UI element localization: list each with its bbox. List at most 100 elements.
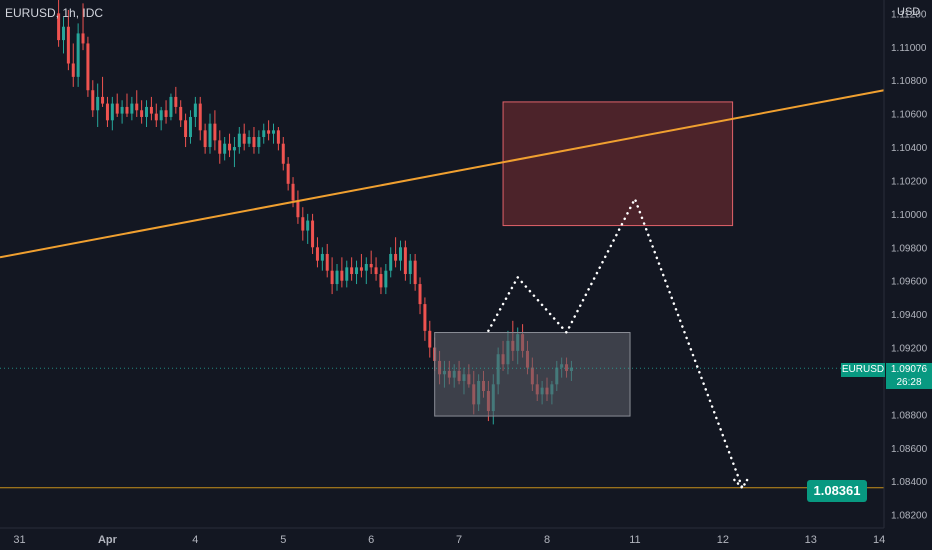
candle: [408, 253, 412, 285]
candle: [311, 213, 315, 254]
candle: [96, 83, 100, 127]
candle-body: [306, 220, 310, 231]
time-tick-label: 11: [629, 534, 640, 546]
candle-body: [257, 137, 261, 148]
candle-body: [203, 130, 207, 148]
candle-body: [276, 130, 280, 144]
candle-body: [247, 137, 251, 144]
target-price-label[interactable]: 1.08361: [807, 480, 867, 502]
candle: [267, 120, 271, 141]
candle: [115, 93, 119, 117]
time-tick-label: 5: [280, 534, 286, 546]
candle: [198, 96, 202, 141]
candle: [398, 240, 402, 271]
candle: [101, 76, 105, 107]
candle-body: [272, 130, 276, 134]
candle: [164, 100, 168, 124]
candle-body: [423, 304, 427, 331]
candle-body: [154, 113, 158, 121]
candle: [355, 260, 359, 285]
price-tick-label: 1.11200: [891, 9, 927, 20]
current-price-badge: EURUSD: [841, 363, 885, 377]
candle: [423, 297, 427, 341]
candle-body: [174, 96, 178, 107]
candle-body: [91, 90, 95, 111]
candle-body: [262, 130, 266, 138]
candle-body: [213, 123, 217, 141]
candle: [262, 123, 266, 144]
price-tick-label: 1.10400: [891, 143, 928, 154]
candle: [315, 237, 319, 268]
support-zone[interactable]: [434, 332, 631, 417]
time-tick-label: 7: [456, 534, 462, 546]
candle: [237, 126, 241, 154]
candle: [213, 110, 217, 151]
candle: [130, 96, 134, 121]
time-tick-label: 4: [192, 534, 198, 546]
candle-body: [311, 220, 315, 248]
candle-body: [369, 264, 373, 268]
current-price-value: 1.09076: [890, 364, 928, 375]
time-axis[interactable]: 31 Apr 4 5 6 7 8 11 12 13 14: [13, 534, 885, 546]
candle-body: [130, 103, 134, 114]
trendline[interactable]: [0, 89, 885, 259]
candle-body: [86, 43, 90, 91]
candle-body: [169, 96, 173, 117]
candle: [403, 240, 407, 281]
candle-body: [408, 260, 412, 275]
candle-body: [335, 270, 339, 285]
candle: [325, 243, 329, 278]
candle: [272, 123, 276, 144]
candle-body: [384, 270, 388, 288]
price-tick-label: 1.09600: [891, 277, 928, 288]
currency-text: USD: [897, 6, 921, 18]
candle-body: [218, 140, 222, 154]
candle-body: [115, 103, 119, 114]
time-tick-label: 14: [873, 534, 885, 546]
candle: [203, 123, 207, 154]
price-tick-label: 1.10000: [891, 210, 928, 221]
candle-body: [198, 103, 202, 131]
candle: [110, 96, 114, 131]
candle: [179, 100, 183, 127]
time-tick-label: 8: [544, 534, 550, 546]
currency-label[interactable]: USD: [897, 6, 920, 18]
candle-body: [301, 217, 305, 231]
price-tick-label: 1.11000: [891, 43, 927, 54]
time-tick-label: 12: [717, 534, 729, 546]
candle-body: [355, 267, 359, 275]
candle-body: [179, 106, 183, 121]
candle: [418, 277, 422, 315]
projected-path[interactable]: [487, 195, 744, 490]
price-tick-label: 1.09400: [891, 310, 928, 321]
candle: [86, 36, 90, 97]
candle-body: [413, 260, 417, 285]
candle: [301, 207, 305, 241]
time-tick-label: 13: [805, 534, 817, 546]
candle-body: [403, 247, 407, 275]
resistance-zone[interactable]: [502, 101, 734, 227]
candle-body: [418, 284, 422, 305]
candle-body: [208, 123, 212, 148]
candle-body: [110, 103, 114, 121]
candle: [296, 190, 300, 224]
price-tick-label: 1.08800: [891, 410, 928, 421]
candle-body: [345, 267, 349, 281]
candle: [174, 86, 178, 114]
candle: [286, 157, 290, 191]
candle: [159, 106, 163, 131]
time-tick-label: 31: [13, 534, 25, 546]
candle: [135, 90, 139, 117]
candle: [218, 130, 222, 164]
candle: [345, 260, 349, 288]
symbol-legend[interactable]: EURUSD, 1h, IDC: [5, 6, 103, 20]
candle-body: [394, 253, 398, 261]
candle: [379, 267, 383, 295]
candle-body: [359, 267, 363, 271]
candle: [306, 213, 310, 244]
price-tick-label: 1.09800: [891, 243, 928, 254]
time-tick-label: 6: [368, 534, 374, 546]
candle-body: [228, 143, 232, 151]
candle-body: [61, 26, 65, 41]
